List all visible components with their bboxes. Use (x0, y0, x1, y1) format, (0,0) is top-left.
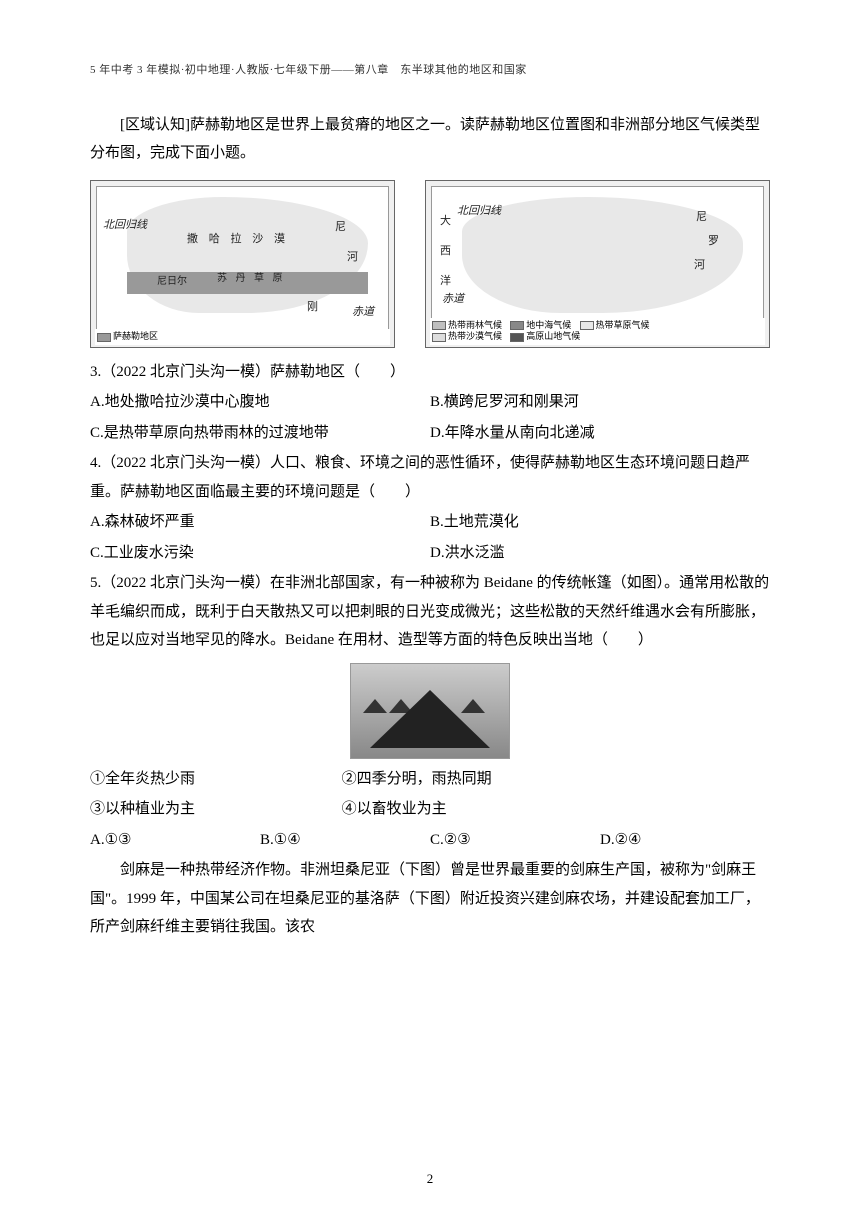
q5-opt-c[interactable]: C.②③ (430, 826, 600, 855)
congo-label: 刚 (307, 297, 318, 318)
q5-c3: ③以种植业为主 (90, 795, 342, 824)
q4-row2: C.工业废水污染 D.洪水泛滥 (90, 539, 770, 568)
page-number: 2 (427, 1167, 434, 1192)
atlantic-da: 大 (440, 211, 451, 232)
sudan-label: 苏 丹 草 原 (217, 269, 286, 288)
q4-opt-b[interactable]: B.土地荒漠化 (430, 508, 770, 537)
tent-illustration (350, 663, 510, 759)
q5-options: A.①③ B.①④ C.②③ D.②④ (90, 826, 770, 855)
q5-circled-row2: ③以种植业为主 ④以畜牧业为主 (90, 795, 770, 824)
map-climate-types: 北回归线 大 西 洋 尼 罗 河 赤道 热带雨林气候 地中海气候 热带草原气候 … (425, 180, 770, 348)
sahara-label: 撒 哈 拉 沙 漠 (187, 229, 289, 250)
q5-circled-row1: ①全年炎热少雨 ②四季分明，雨热同期 (90, 765, 770, 794)
map-sahel-location: 北回归线 撒 哈 拉 沙 漠 尼 尼日尔 苏 丹 草 原 刚 赤道 河 萨赫勒地… (90, 180, 395, 348)
q5-stem: 5.（2022 北京门头沟一模）在非洲北部国家，有一种被称为 Beidane 的… (90, 569, 770, 655)
q3-opt-c[interactable]: C.是热带草原向热带雨林的过渡地带 (90, 419, 430, 448)
river-r: 河 (694, 255, 705, 276)
q5-opt-a[interactable]: A.①③ (90, 826, 260, 855)
q4-row1: A.森林破坏严重 B.土地荒漠化 (90, 508, 770, 537)
page-header: 5 年中考 3 年模拟·初中地理·人教版·七年级下册——第八章 东半球其他的地区… (90, 60, 770, 81)
q3-stem: 3.（2022 北京门头沟一模）萨赫勒地区（ ） (90, 358, 770, 387)
q5-c1: ①全年炎热少雨 (90, 765, 342, 794)
nile-label: 尼 (335, 217, 346, 238)
q4-opt-c[interactable]: C.工业废水污染 (90, 539, 430, 568)
q5-opt-b[interactable]: B.①④ (260, 826, 430, 855)
passage-sisal: 剑麻是一种热带经济作物。非洲坦桑尼亚（下图）曾是世界最重要的剑麻生产国，被称为"… (90, 856, 770, 942)
q4-opt-d[interactable]: D.洪水泛滥 (430, 539, 770, 568)
q3-opt-a[interactable]: A.地处撒哈拉沙漠中心腹地 (90, 388, 430, 417)
q3-row1: A.地处撒哈拉沙漠中心腹地 B.横跨尼罗河和刚果河 (90, 388, 770, 417)
atlantic-xi: 西 (440, 241, 451, 262)
river-label: 河 (347, 247, 358, 268)
maps-container: 北回归线 撒 哈 拉 沙 漠 尼 尼日尔 苏 丹 草 原 刚 赤道 河 萨赫勒地… (90, 180, 770, 348)
intro-text: [区域认知]萨赫勒地区是世界上最贫瘠的地区之一。读萨赫勒地区位置图和非洲部分地区… (90, 111, 770, 168)
q5-c2: ②四季分明，雨热同期 (342, 765, 770, 794)
q3-row2: C.是热带草原向热带雨林的过渡地带 D.年降水量从南向北递减 (90, 419, 770, 448)
tropic-label: 北回归线 (103, 215, 147, 236)
map-left-legend: 萨赫勒地区 (95, 329, 390, 345)
q3-opt-d[interactable]: D.年降水量从南向北递减 (430, 419, 770, 448)
q4-stem: 4.（2022 北京门头沟一模）人口、粮食、环境之间的恶性循环，使得萨赫勒地区生… (90, 449, 770, 506)
nile-r: 尼 (696, 207, 707, 228)
q5-c4: ④以畜牧业为主 (342, 795, 770, 824)
map-right-legend: 热带雨林气候 地中海气候 热带草原气候 热带沙漠气候 高原山地气候 (430, 318, 765, 345)
niger-label: 尼日尔 (157, 272, 187, 291)
q3-opt-b[interactable]: B.横跨尼罗河和刚果河 (430, 388, 770, 417)
equator-r: 赤道 (442, 289, 464, 310)
luo-r: 罗 (708, 231, 719, 252)
tropic-label-r: 北回归线 (457, 201, 501, 222)
q5-opt-d[interactable]: D.②④ (600, 826, 770, 855)
equator-label: 赤道 (352, 302, 374, 323)
q4-opt-a[interactable]: A.森林破坏严重 (90, 508, 430, 537)
